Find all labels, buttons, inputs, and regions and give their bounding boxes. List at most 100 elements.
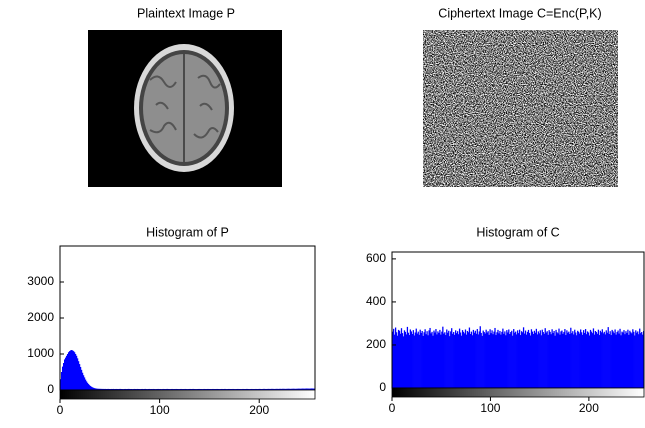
bar [262,388,264,390]
bar [437,331,439,388]
bar [97,388,100,390]
bar [589,329,592,388]
bar [534,332,537,388]
bar [269,388,271,390]
bar [136,388,138,390]
bar [119,388,122,390]
bar [440,334,442,388]
bar [588,335,591,388]
bar [554,335,556,388]
bar [441,331,443,388]
bar [144,388,146,390]
bar [546,331,548,388]
bar [162,388,164,390]
bar [280,388,282,390]
y-tick-label: 200 [366,337,386,351]
x-tick-label: 100 [150,403,170,417]
bar [524,330,527,388]
bar [439,329,441,388]
bar [200,388,202,390]
bar [275,388,277,390]
bar [460,335,463,388]
bar [496,332,498,388]
bar [288,388,290,390]
bar [156,388,158,390]
colorbar [391,387,645,398]
bar [399,333,402,388]
bar [203,388,205,390]
bar [184,388,186,390]
bar [276,388,278,390]
bar [512,335,514,388]
bar [167,388,169,390]
bar [536,334,538,388]
bar [71,350,74,390]
bar [300,388,302,390]
bar [299,388,301,390]
bar [562,333,564,388]
bar [96,388,99,390]
bar [581,332,583,388]
bar [289,388,291,390]
bar [571,333,573,388]
bar [70,350,73,390]
bar [293,388,295,390]
bar [431,331,433,388]
bar [296,388,298,390]
bar [605,330,607,388]
bar [75,355,78,390]
bar [561,330,563,388]
bar [585,334,588,388]
bar [88,385,91,390]
bar [516,334,518,388]
bar [251,388,253,390]
bar [511,330,513,388]
bar [428,330,430,388]
bar [628,334,630,388]
bar [236,388,238,390]
bar [574,329,576,388]
bar [214,388,216,390]
bar [490,333,492,388]
bar [140,388,142,390]
bar [77,361,80,390]
bar [436,334,438,388]
bar [549,331,551,388]
bar [112,388,115,390]
bar [233,388,235,390]
bar [447,332,449,388]
bar [530,329,533,388]
bar [84,379,87,390]
bar [630,332,632,388]
bar [592,328,595,388]
bar [227,388,229,390]
bar [467,332,470,388]
bar [271,388,273,390]
bar [519,335,522,388]
bar [123,388,126,390]
bar [456,331,459,388]
bar [287,388,289,390]
bar [551,329,553,388]
bar [95,388,98,390]
bar [423,332,425,388]
bar [306,388,308,390]
bar [268,388,270,390]
bar [604,334,606,388]
bar [420,332,422,388]
bar [461,330,464,388]
bar [513,329,515,388]
bar [193,388,195,390]
bar [91,387,94,390]
bar [295,388,297,390]
bar [587,332,590,388]
bar [481,335,483,388]
bar [62,363,65,390]
bar [298,388,300,390]
bar [108,388,111,390]
bar [220,388,222,390]
bar [598,335,601,388]
bar [425,334,427,388]
bar [292,388,294,390]
bar [409,329,412,388]
